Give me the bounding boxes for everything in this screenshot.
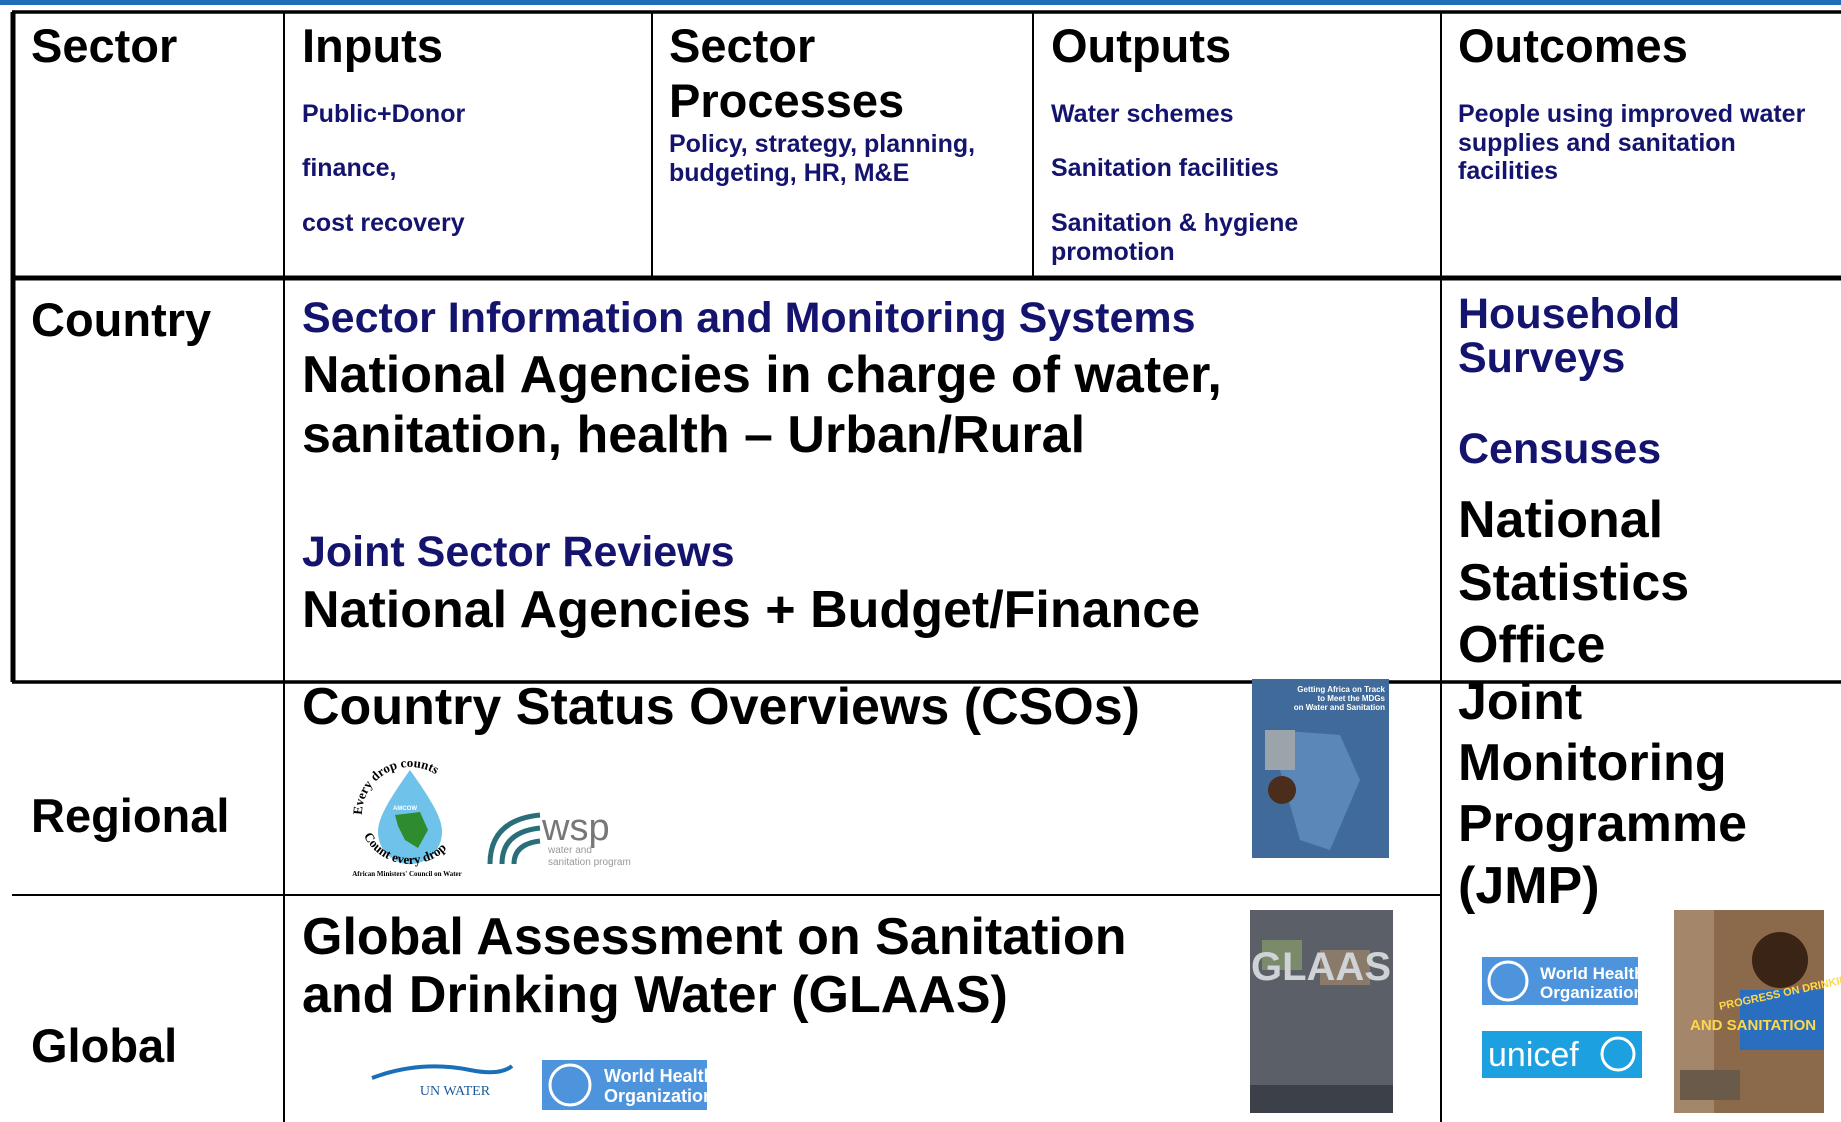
header-item: finance, [302, 154, 396, 182]
cover-footer [1252, 858, 1389, 881]
header-item: Sanitation & hygiene [1051, 209, 1298, 237]
header-item: cost recovery [302, 209, 465, 237]
header-item: facilities [1458, 157, 1558, 185]
outcome-heading: Household [1458, 290, 1680, 338]
header-item: People using improved water [1458, 100, 1806, 128]
header-cell: Outputs [1051, 19, 1231, 72]
system-text: and Drinking Water (GLAAS) [302, 966, 1008, 1024]
header-item: Sanitation facilities [1051, 154, 1279, 182]
cover-art [1265, 730, 1295, 770]
outcome-text: Office [1458, 616, 1605, 674]
who-logo: World Health Organization [542, 1060, 715, 1110]
system-text: sanitation, health – Urban/Rural [302, 406, 1085, 464]
header-item: Policy, strategy, planning, [669, 130, 975, 158]
header-cell: Outcomes [1458, 19, 1688, 72]
row-label: Regional [31, 789, 229, 842]
header-cell: Inputs [302, 19, 443, 72]
cover-footer [1250, 1085, 1393, 1113]
row-label: Country [31, 293, 211, 346]
logo-text: African Ministers' Council on Water [352, 870, 462, 878]
header-item: promotion [1051, 238, 1175, 266]
header-item: Water schemes [1051, 100, 1234, 128]
jmp-text: Programme [1458, 795, 1747, 853]
logo-text: AMCOW [393, 806, 417, 812]
header-cell: Processes [669, 74, 904, 127]
header-cell: Sector [31, 19, 177, 72]
logo-text: Organization [604, 1086, 714, 1106]
logo-text: water and [547, 845, 592, 856]
logo-text: World Health [604, 1066, 715, 1086]
header-item: supplies and sanitation [1458, 129, 1736, 157]
outcome-heading: Censuses [1458, 425, 1661, 473]
jmp-text: Joint [1458, 673, 1582, 731]
header-cell: Sector [669, 19, 815, 72]
cso-cover: Getting Africa on Track to Meet the MDGs… [1252, 679, 1389, 881]
cover-text: on Water and Sanitation [1294, 703, 1385, 712]
outcome-heading: Surveys [1458, 334, 1625, 382]
jmp-cover: PROGRESS ON DRINKING WATER AND SANITATIO… [1674, 910, 1841, 1113]
logo-text: UN WATER [420, 1084, 491, 1099]
unicef-logo: unicef [1482, 1031, 1642, 1078]
system-text: Global Assessment on Sanitation [302, 908, 1126, 966]
jmp-text: (JMP) [1458, 857, 1600, 915]
cover-text: GLAAS [1251, 945, 1391, 989]
header-item: budgeting, HR, M&E [669, 159, 909, 187]
cover-text: Getting Africa on Track [1297, 685, 1385, 694]
cover-art [1268, 776, 1296, 804]
logo-text: Organization [1540, 983, 1644, 1002]
row-label: Global [31, 1019, 177, 1072]
logo-text: World Health [1540, 964, 1645, 983]
outcome-text: Statistics [1458, 554, 1689, 612]
cover-text: AND SANITATION [1690, 1017, 1816, 1034]
top-rule [0, 0, 1841, 5]
logo-text: unicef [1488, 1036, 1579, 1074]
logo-text: wsp [541, 807, 610, 849]
system-text: National Agencies in charge of water, [302, 346, 1222, 404]
glaas-cover: GLAAS [1250, 910, 1393, 1113]
system-heading: Joint Sector Reviews [302, 528, 735, 576]
jmp-text: Monitoring [1458, 734, 1727, 792]
slide: Sector Inputs Public+Donor finance, cost… [0, 0, 1841, 1122]
header-item: Public+Donor [302, 100, 465, 128]
system-text: Country Status Overviews (CSOs) [302, 678, 1140, 736]
cover-art [1752, 932, 1808, 988]
system-heading: Sector Information and Monitoring System… [302, 294, 1196, 342]
logo-text: sanitation program [548, 857, 631, 868]
outcome-text: National [1458, 491, 1663, 549]
cover-art [1680, 1070, 1740, 1100]
system-text: National Agencies + Budget/Finance [302, 581, 1200, 639]
who-logo: World Health Organization [1482, 957, 1645, 1005]
cover-text: to Meet the MDGs [1317, 694, 1385, 703]
